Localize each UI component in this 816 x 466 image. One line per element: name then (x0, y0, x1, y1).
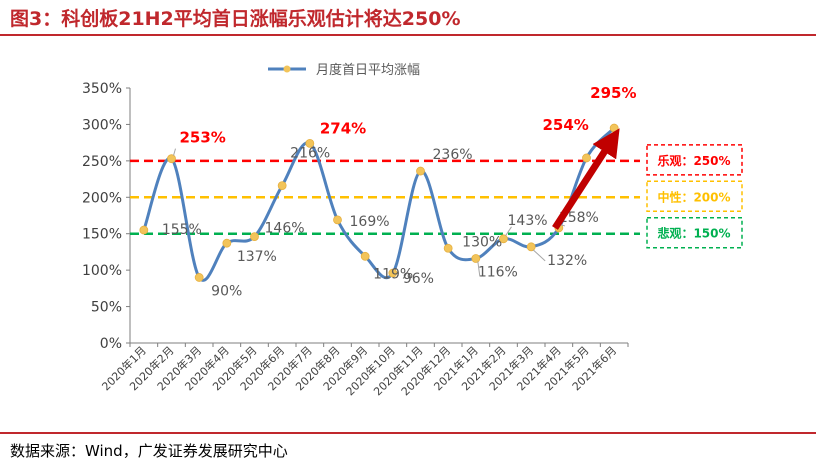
line-chart: 0%50%100%150%200%250%300%350%2020年1月2020… (82, 62, 743, 398)
data-labels: 155% 253% 90% 137% 146% 216% 274% 169% 119%96% 23… (162, 84, 637, 299)
source-divider (0, 432, 816, 434)
data-label: 96% (403, 271, 434, 287)
data-label: 274% (320, 119, 366, 137)
label-leader-line (173, 148, 176, 156)
y-tick-label: 0% (100, 336, 122, 352)
data-point (443, 243, 453, 253)
y-tick-label: 250% (82, 154, 122, 170)
reference-label-neutral: 中性：200% (657, 189, 730, 204)
figure-title: 图3：科创板21H2平均首日涨幅乐观估计将达250% (10, 8, 461, 30)
label-leader-line (505, 226, 512, 237)
y-tick-label: 100% (82, 263, 122, 279)
data-label: 137% (237, 249, 277, 265)
legend: 月度首日平均涨幅 (268, 62, 420, 78)
reference-label-bear: 悲观：150% (657, 226, 730, 241)
data-point (333, 215, 342, 225)
data-point (277, 181, 287, 191)
data-label: 119% (373, 266, 413, 282)
data-label: 158% (559, 210, 599, 226)
label-leader-line (477, 261, 481, 277)
data-point (416, 166, 425, 176)
data-label: 216% (290, 146, 330, 162)
data-point (139, 225, 149, 235)
data-label: 155% (162, 222, 202, 238)
data-point (582, 153, 591, 163)
data-label: 132% (547, 253, 587, 269)
data-point (471, 254, 481, 263)
reference-box-bull (646, 144, 743, 176)
reference-box-neutral (646, 180, 743, 213)
data-label: 146% (265, 221, 305, 237)
data-label: 116% (478, 264, 518, 280)
data-label: 130% (462, 234, 502, 250)
data-label: 143% (508, 213, 548, 229)
data-label: 254% (543, 116, 589, 134)
y-tick-label: 300% (82, 117, 122, 133)
data-point (499, 234, 508, 244)
legend-label: 月度首日平均涨幅 (316, 62, 420, 78)
data-point (388, 268, 398, 278)
data-point (194, 273, 204, 282)
data-label: 253% (180, 129, 226, 147)
reference-box-bear (646, 216, 743, 249)
source-note: 数据来源：Wind，广发证券发展研究中心 (10, 442, 288, 460)
data-point (526, 242, 536, 252)
legend-marker (283, 65, 291, 73)
series-markers (139, 123, 619, 282)
data-label: 169% (350, 214, 390, 230)
y-tick-label: 50% (91, 300, 122, 316)
data-point (250, 232, 259, 242)
data-point (167, 154, 176, 164)
data-point (360, 251, 370, 261)
data-label: 236% (433, 147, 473, 163)
data-point (609, 123, 619, 133)
trend-arrow (552, 128, 620, 230)
series-line (142, 126, 616, 282)
y-tick-label: 200% (82, 190, 122, 206)
data-label: 90% (211, 283, 242, 299)
data-label: 295% (590, 84, 636, 102)
title-divider (0, 34, 816, 36)
data-point (222, 238, 232, 248)
reference-label-bull: 乐观：250% (657, 153, 730, 168)
y-tick-label: 350% (82, 81, 122, 97)
data-point (305, 138, 315, 148)
reference-line-boxes: 乐观：250% 中性：200% 悲观：150% (646, 144, 743, 249)
y-tick-label: 150% (82, 227, 122, 243)
label-leader-line (560, 224, 565, 227)
label-leader-line (532, 249, 546, 262)
